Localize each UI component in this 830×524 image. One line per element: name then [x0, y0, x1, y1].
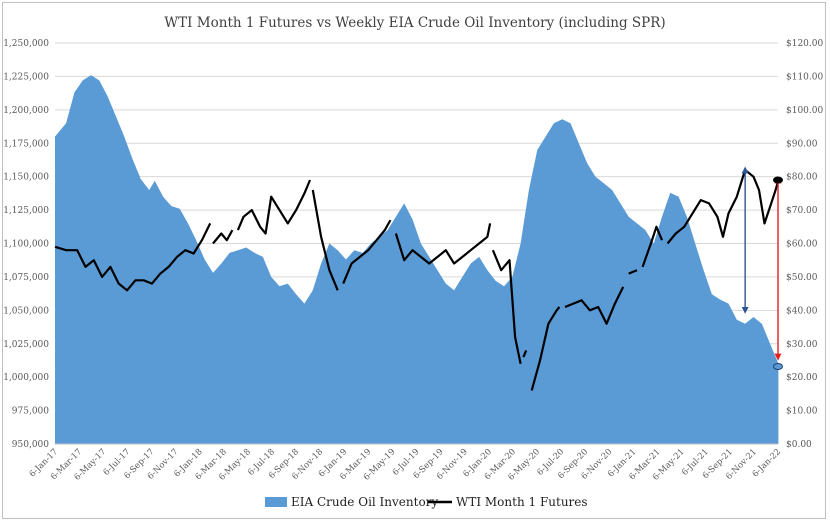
inventory-area — [55, 75, 779, 444]
right-tick-label: $10.00 — [786, 407, 818, 417]
wti-line-segment — [564, 286, 625, 325]
left-tick-label: 1,025,000 — [3, 340, 49, 350]
wti-line-segment — [641, 225, 664, 268]
right-tick-label: $20.00 — [786, 373, 818, 383]
right-tick-label: $120.00 — [786, 39, 823, 49]
left-tick-label: 1,175,000 — [3, 139, 49, 149]
right-tick-label: $90.00 — [786, 139, 818, 149]
legend-label-wti: WTI Month 1 Futures — [456, 495, 588, 509]
left-tick-label: 1,225,000 — [3, 72, 49, 82]
legend-label-inventory: EIA Crude Oil Inventory — [291, 495, 438, 509]
wti-line-layer — [54, 168, 780, 391]
wti-line-segment — [666, 168, 780, 245]
left-tick-label: 1,125,000 — [3, 206, 49, 216]
chart-frame: WTI Month 1 Futures vs Weekly EIA Crude … — [2, 2, 826, 519]
left-tick-label: 1,050,000 — [3, 306, 49, 316]
right-tick-label: $50.00 — [786, 273, 818, 283]
right-tick-label: $30.00 — [786, 340, 818, 350]
left-tick-label: 1,250,000 — [3, 39, 49, 49]
wti-line-segment — [54, 222, 212, 292]
wti-line-segment — [522, 349, 528, 358]
right-tick-label: $40.00 — [786, 306, 818, 316]
wti-line-segment — [628, 269, 638, 275]
left-tick-label: 1,200,000 — [3, 106, 49, 116]
wti-line-segment — [212, 229, 234, 245]
right-tick-label: $80.00 — [786, 173, 818, 183]
left-tick-label: 1,150,000 — [3, 173, 49, 183]
annotation-layer — [741, 166, 783, 370]
left-tick-label: 950,000 — [12, 440, 49, 450]
inventory-area-layer — [55, 75, 779, 444]
wti-end-marker — [773, 176, 783, 184]
right-tick-label: $100.00 — [786, 106, 823, 116]
right-tick-label: $0.00 — [786, 440, 812, 450]
right-tick-label: $110.00 — [786, 72, 823, 82]
legend-swatch-inventory — [265, 497, 287, 507]
chart-title: WTI Month 1 Futures vs Weekly EIA Crude … — [164, 15, 665, 31]
inventory-end-marker — [773, 362, 783, 370]
left-tick-label: 975,000 — [12, 407, 49, 417]
wti-line-segment — [311, 189, 339, 291]
left-tick-label: 1,000,000 — [3, 373, 49, 383]
right-tick-label: $60.00 — [786, 240, 818, 250]
wti-line-segment — [236, 179, 312, 235]
right-tick-label: $70.00 — [786, 206, 818, 216]
wti-line-segment — [394, 223, 492, 265]
left-tick-label: 1,075,000 — [3, 273, 49, 283]
wti-line-segment — [491, 249, 522, 365]
chart: WTI Month 1 Futures vs Weekly EIA Crude … — [3, 15, 823, 509]
legend: EIA Crude Oil Inventory WTI Month 1 Futu… — [265, 495, 588, 509]
wti-line-segment — [530, 306, 561, 391]
left-tick-label: 1,100,000 — [3, 240, 49, 250]
wti-line-segment — [342, 219, 392, 285]
